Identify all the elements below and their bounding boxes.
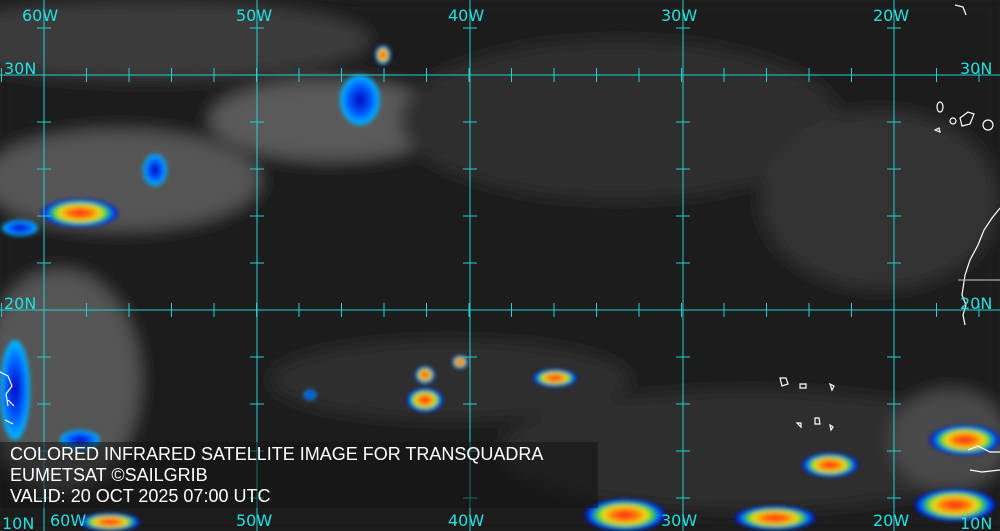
label-20w-bottom: 20W (873, 511, 909, 530)
coastlines (0, 4, 1000, 473)
label-30w-bottom: 30W (661, 511, 697, 530)
label-40w-top: 40W (448, 6, 484, 25)
label-10n-right: 10N (960, 514, 992, 531)
label-30w-top: 30W (661, 6, 697, 25)
label-20w-top: 20W (873, 6, 909, 25)
label-50w-top: 50W (236, 6, 272, 25)
label-50w-bottom: 50W (236, 511, 272, 530)
label-30n-left: 30N (4, 59, 36, 78)
label-20n-right: 20N (960, 294, 992, 313)
grid-labels: 60W 50W 40W 30W 20W 60W 50W 40W 30W 20W … (2, 6, 992, 531)
caption-credit: EUMETSAT ©SAILGRIB (10, 465, 208, 485)
label-30n-right: 30N (960, 59, 992, 78)
label-60w-top: 60W (22, 6, 58, 25)
caption-title: COLORED INFRARED SATELLITE IMAGE FOR TRA… (10, 444, 544, 464)
caption-box: COLORED INFRARED SATELLITE IMAGE FOR TRA… (0, 442, 598, 508)
label-10n-left: 10N (2, 514, 34, 531)
caption-valid-time: VALID: 20 OCT 2025 07:00 UTC (10, 486, 271, 506)
label-40w-bottom: 40W (448, 511, 484, 530)
label-60w-bottom: 60W (50, 511, 86, 530)
label-20n-left: 20N (4, 294, 36, 313)
